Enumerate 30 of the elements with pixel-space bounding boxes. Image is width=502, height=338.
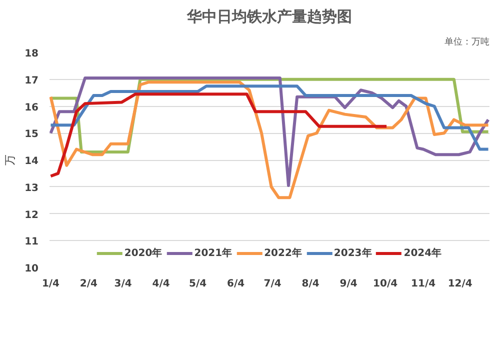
- legend-label: 2022年: [264, 246, 302, 260]
- legend-label: 2023年: [334, 246, 372, 260]
- x-tick-label: 1/4: [42, 278, 60, 290]
- y-tick-label: 11: [24, 236, 39, 248]
- y-tick-label: 14: [24, 156, 39, 167]
- legend-label: 2024年: [404, 246, 442, 260]
- y-axis-title: 万: [4, 154, 17, 166]
- y-tick-label: 12: [24, 210, 39, 221]
- y-tick-label: 13: [24, 182, 39, 194]
- x-tick-label: 8/4: [302, 278, 320, 290]
- legend-label: 2020年: [124, 246, 162, 260]
- x-tick-label: 2/4: [80, 278, 98, 290]
- x-tick-label: 10/4: [373, 278, 398, 290]
- x-tick-label: 4/4: [152, 278, 170, 290]
- x-tick-label: 7/4: [264, 278, 282, 290]
- y-tick-label: 18: [24, 48, 39, 60]
- text: 单位：万吨: [444, 36, 490, 48]
- y-tick-label: 16: [24, 102, 39, 114]
- legend-label: 2021年: [194, 246, 232, 260]
- y-tick-label: 10: [24, 264, 39, 274]
- y-tick-label: 17: [24, 75, 39, 86]
- x-tick-label: 3/4: [114, 278, 132, 290]
- x-tick-label: 12/4: [448, 278, 472, 290]
- chart-title: 华中日均铁水产量趋势图: [186, 8, 352, 26]
- x-tick-label: 11/4: [411, 278, 436, 290]
- line-series: [50, 92, 388, 178]
- y-tick-label: 15: [24, 129, 39, 140]
- x-tick-label: 5/4: [189, 278, 207, 290]
- x-tick-label: 9/4: [340, 278, 358, 290]
- x-tick-label: 6/4: [227, 278, 245, 290]
